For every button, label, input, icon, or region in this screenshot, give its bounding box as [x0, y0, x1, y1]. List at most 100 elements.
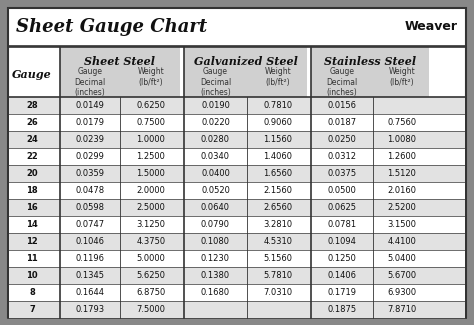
- Text: 7.0310: 7.0310: [264, 288, 292, 297]
- Text: 0.0359: 0.0359: [75, 169, 104, 178]
- Bar: [9, 233, 465, 250]
- Text: 1.0080: 1.0080: [388, 135, 417, 144]
- Text: 0.0747: 0.0747: [75, 220, 105, 229]
- Text: 5.6700: 5.6700: [387, 271, 417, 280]
- Text: 0.1345: 0.1345: [75, 271, 104, 280]
- Text: 0.1250: 0.1250: [328, 254, 356, 263]
- Text: 0.0299: 0.0299: [75, 152, 104, 161]
- Text: 0.7560: 0.7560: [387, 118, 417, 127]
- Text: 0.1719: 0.1719: [328, 288, 356, 297]
- Text: 0.1875: 0.1875: [328, 305, 356, 314]
- Text: 0.1680: 0.1680: [201, 288, 230, 297]
- Text: 0.1046: 0.1046: [75, 237, 104, 246]
- Text: 3.1250: 3.1250: [137, 220, 165, 229]
- Text: 0.1644: 0.1644: [75, 288, 104, 297]
- Text: 2.6560: 2.6560: [264, 203, 292, 212]
- Text: Galvanized Steel: Galvanized Steel: [193, 56, 298, 67]
- Text: 14: 14: [26, 220, 38, 229]
- Text: Sheet Steel: Sheet Steel: [84, 56, 155, 67]
- Text: 1.0000: 1.0000: [137, 135, 165, 144]
- Text: 1.2500: 1.2500: [137, 152, 165, 161]
- Text: Gauge
Decimal
(inches): Gauge Decimal (inches): [200, 67, 231, 98]
- Text: 4.3750: 4.3750: [137, 237, 165, 246]
- Text: 0.6250: 0.6250: [137, 101, 165, 110]
- Text: 0.0375: 0.0375: [328, 169, 356, 178]
- Text: 28: 28: [26, 101, 38, 110]
- Text: 5.0400: 5.0400: [388, 254, 417, 263]
- Bar: [9, 267, 465, 284]
- Text: 0.0156: 0.0156: [328, 101, 356, 110]
- Text: 0.1196: 0.1196: [75, 254, 104, 263]
- Bar: [311, 47, 429, 97]
- Text: 0.0187: 0.0187: [328, 118, 356, 127]
- Bar: [60, 47, 180, 97]
- Text: 8: 8: [29, 288, 35, 297]
- Text: Gauge
Decimal
(inches): Gauge Decimal (inches): [74, 67, 106, 98]
- Text: 1.5000: 1.5000: [137, 169, 165, 178]
- Text: 26: 26: [26, 118, 38, 127]
- Bar: [9, 199, 465, 216]
- Text: 1.4060: 1.4060: [264, 152, 292, 161]
- Text: 0.9060: 0.9060: [264, 118, 292, 127]
- Text: 0.0239: 0.0239: [75, 135, 104, 144]
- Text: 0.1080: 0.1080: [201, 237, 230, 246]
- Bar: [184, 47, 307, 97]
- Text: 4.5310: 4.5310: [264, 237, 292, 246]
- Text: 0.0478: 0.0478: [75, 186, 105, 195]
- Text: 3.1500: 3.1500: [388, 220, 417, 229]
- Text: 5.0000: 5.0000: [137, 254, 165, 263]
- Text: 4.4100: 4.4100: [388, 237, 417, 246]
- Text: 18: 18: [26, 186, 38, 195]
- Text: 0.7810: 0.7810: [264, 101, 292, 110]
- Bar: [9, 216, 465, 233]
- Text: Sheet Gauge Chart: Sheet Gauge Chart: [16, 18, 207, 36]
- Text: 7.8710: 7.8710: [387, 305, 417, 314]
- Text: 6.8750: 6.8750: [137, 288, 165, 297]
- Bar: [9, 148, 465, 165]
- Bar: [9, 114, 465, 131]
- Text: 2.5200: 2.5200: [388, 203, 417, 212]
- Text: 0.0500: 0.0500: [328, 186, 356, 195]
- Text: 12: 12: [26, 237, 38, 246]
- Text: 0.1793: 0.1793: [75, 305, 105, 314]
- Text: 0.1406: 0.1406: [328, 271, 356, 280]
- Text: 10: 10: [26, 271, 38, 280]
- Text: 0.0312: 0.0312: [328, 152, 356, 161]
- Text: Weight
(lb/ft²): Weight (lb/ft²): [264, 67, 292, 87]
- Text: 0.0400: 0.0400: [201, 169, 230, 178]
- Text: 6.9300: 6.9300: [387, 288, 417, 297]
- Text: 0.0598: 0.0598: [75, 203, 104, 212]
- Text: 5.6250: 5.6250: [137, 271, 165, 280]
- Text: 0.1380: 0.1380: [201, 271, 230, 280]
- Bar: [9, 182, 465, 199]
- Bar: [9, 131, 465, 148]
- Text: 0.0190: 0.0190: [201, 101, 230, 110]
- Text: 2.0160: 2.0160: [388, 186, 417, 195]
- Text: 0.1094: 0.1094: [328, 237, 356, 246]
- Text: 1.1560: 1.1560: [264, 135, 292, 144]
- Text: 2.0000: 2.0000: [137, 186, 165, 195]
- Text: 20: 20: [26, 169, 38, 178]
- Text: 0.0280: 0.0280: [201, 135, 230, 144]
- Text: 2.1560: 2.1560: [264, 186, 292, 195]
- Text: 11: 11: [26, 254, 38, 263]
- Text: 1.5120: 1.5120: [388, 169, 417, 178]
- Text: 0.0520: 0.0520: [201, 186, 230, 195]
- Bar: [9, 284, 465, 301]
- Text: 0.7500: 0.7500: [137, 118, 165, 127]
- Text: 3.2810: 3.2810: [264, 220, 292, 229]
- Text: 1.2600: 1.2600: [388, 152, 417, 161]
- Bar: [9, 301, 465, 318]
- Bar: [9, 250, 465, 267]
- Bar: [9, 97, 465, 114]
- Text: Weaver: Weaver: [405, 20, 458, 33]
- Text: 0.0179: 0.0179: [75, 118, 104, 127]
- Text: Weight
(lb/ft²): Weight (lb/ft²): [137, 67, 164, 87]
- Text: 5.1560: 5.1560: [264, 254, 292, 263]
- Text: 22: 22: [26, 152, 38, 161]
- Text: 2.5000: 2.5000: [137, 203, 165, 212]
- Text: Stainless Steel: Stainless Steel: [324, 56, 416, 67]
- Text: 16: 16: [26, 203, 38, 212]
- Text: 24: 24: [26, 135, 38, 144]
- Text: 7: 7: [29, 305, 35, 314]
